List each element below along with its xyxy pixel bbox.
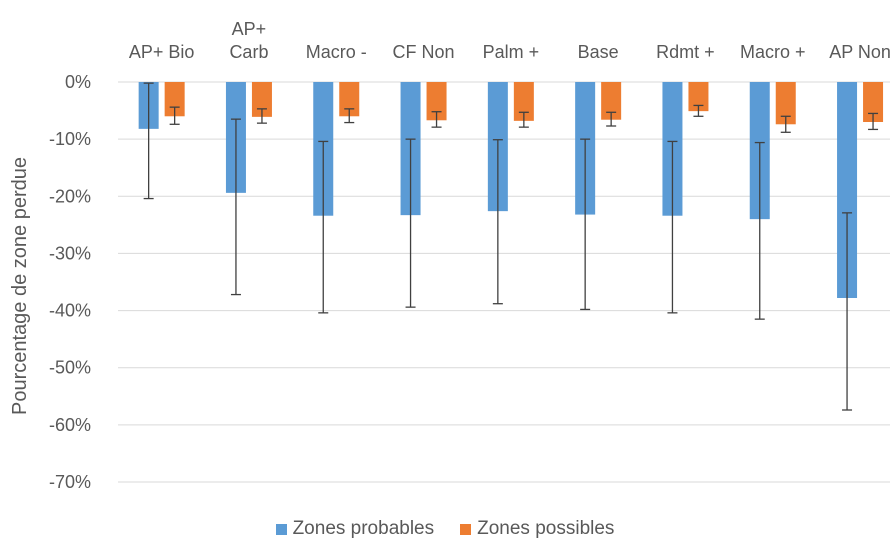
y-axis-tick-labels: 0% -10% -20% -30% -40% -50% -60% -70%: [49, 72, 91, 492]
bar-zones-possibles: [251, 82, 272, 117]
category-label: AP+ Carb: [229, 19, 268, 62]
y-tick-label: -50%: [49, 358, 91, 378]
bar-zones-possibles: [513, 82, 534, 121]
category-label: Base: [578, 42, 619, 62]
bars: [138, 82, 884, 298]
y-tick-label: -70%: [49, 472, 91, 492]
bar-zones-possibles: [775, 82, 796, 125]
bar-zones-probables: [837, 82, 858, 298]
y-tick-label: 0%: [65, 72, 91, 92]
bar-zones-possibles: [339, 82, 360, 117]
category-labels: AP+ Bio AP+ Carb Macro - CF Non Palm + Base Rdm…: [129, 19, 890, 62]
legend-swatch-blue: [275, 523, 287, 535]
y-tick-label: -30%: [49, 243, 91, 263]
legend-item-zones-possibles: Zones possibles: [460, 518, 614, 540]
bar-zones-possibles: [601, 82, 622, 120]
category-label: Rdmt +: [656, 42, 715, 62]
bar-zones-possibles: [426, 82, 447, 121]
error-bars: [143, 82, 879, 411]
legend-label: Zones possibles: [477, 518, 615, 539]
category-label: AP+ Bio: [129, 42, 195, 62]
legend-label: Zones probables: [292, 518, 435, 539]
category-label: AP Non: [829, 42, 890, 62]
y-tick-label: -20%: [49, 186, 91, 206]
category-label: Macro +: [740, 42, 806, 62]
category-label: Macro -: [306, 42, 367, 62]
y-tick-label: -10%: [49, 129, 91, 149]
legend-swatch-orange: [460, 523, 472, 535]
bar-zones-possibles: [863, 82, 884, 122]
category-label: Palm +: [483, 42, 540, 62]
y-tick-label: -40%: [49, 301, 91, 321]
y-tick-label: -60%: [49, 415, 91, 435]
category-label: CF Non: [393, 42, 455, 62]
y-axis-title: Pourcentage de zone perdue: [9, 157, 31, 415]
legend: Zones probables Zones possibles: [0, 518, 890, 540]
legend-item-zones-probables: Zones probables: [275, 518, 435, 540]
bar-zones-possibles: [688, 82, 709, 112]
